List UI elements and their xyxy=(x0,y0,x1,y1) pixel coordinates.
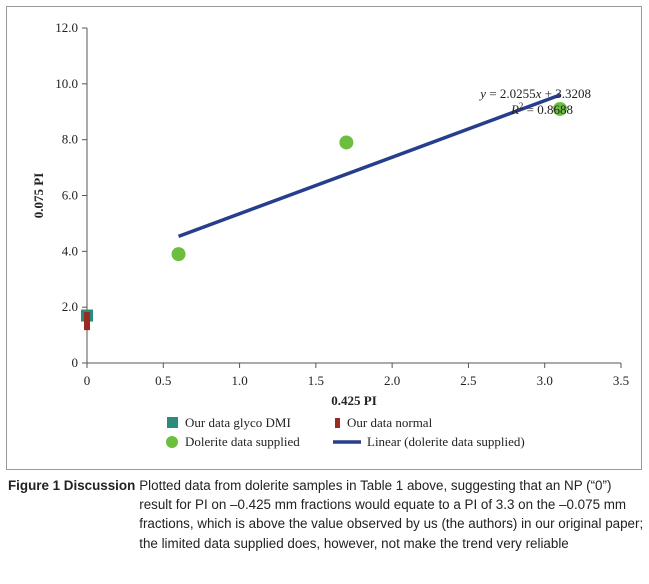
chart-axes: 0 0.5 1.0 1.5 2.0 2.5 3.0 3.5 0 2.0 4.0 6.0 8.0 10.0 1… xyxy=(31,20,629,408)
point-dolerite xyxy=(171,247,186,262)
r-squared-text: R2 = 0.8688 xyxy=(510,101,573,117)
y-tick-label: 4.0 xyxy=(62,243,78,258)
x-tick-label: 0 xyxy=(84,373,91,388)
chart-marks xyxy=(81,93,567,331)
r2-symbol: R xyxy=(510,102,519,117)
point-dolerite xyxy=(552,101,567,116)
y-tick-label: 12.0 xyxy=(55,20,78,35)
y-tick-label: 8.0 xyxy=(62,132,78,147)
x-tick-label: 2.5 xyxy=(460,373,476,388)
equation-text: y = 2.0255x + 3.3208 xyxy=(478,86,591,101)
trendline-equation: y = 2.0255x + 3.3208 R2 = 0.8688 xyxy=(478,86,591,117)
legend-swatch-normal xyxy=(335,418,340,428)
r2-value: = 0.8688 xyxy=(523,102,573,117)
y-tick-label: 10.0 xyxy=(55,76,78,91)
y-tick-label: 6.0 xyxy=(62,188,78,203)
scatter-chart: 0 0.5 1.0 1.5 2.0 2.5 3.0 3.5 0 2.0 4.0 6.0 8.0 10.0 1… xyxy=(31,20,629,449)
r2-superscript: 2 xyxy=(519,101,524,111)
legend-swatch-dolerite xyxy=(166,436,178,448)
y-tick-label: 2.0 xyxy=(62,299,78,314)
x-tick-label: 3.5 xyxy=(613,373,629,388)
x-tick-label: 2.0 xyxy=(384,373,400,388)
x-tick-label: 0.5 xyxy=(155,373,171,388)
y-axis-title: 0.075 PI xyxy=(31,173,46,219)
x-tick-label: 1.5 xyxy=(308,373,324,388)
equation-part: = 2.0255 xyxy=(486,86,536,101)
point-dolerite xyxy=(339,135,354,150)
caption-text: Plotted data from dolerite samples in Ta… xyxy=(139,478,644,551)
x-tick-label: 3.0 xyxy=(537,373,553,388)
chart-frame: 0 0.5 1.0 1.5 2.0 2.5 3.0 3.5 0 2.0 4.0 6.0 8.0 10.0 1… xyxy=(6,6,642,470)
y-tick-label: 0 xyxy=(72,355,79,370)
legend-swatch-glyco-dmi xyxy=(167,417,178,428)
equation-part: y xyxy=(478,86,486,101)
chart-legend: Our data glyco DMI Our data normal Dolerit… xyxy=(166,415,525,449)
legend-label-dolerite: Dolerite data supplied xyxy=(185,434,300,449)
legend-label-glyco-dmi: Our data glyco DMI xyxy=(185,415,291,430)
figure-caption: Figure 1 Discussion Plotted data from do… xyxy=(8,476,644,553)
x-axis-title: 0.425 PI xyxy=(331,393,377,408)
trendline xyxy=(177,93,561,239)
point-normal xyxy=(84,312,90,331)
legend-label-linear: Linear (dolerite data supplied) xyxy=(367,434,525,449)
caption-label: Figure 1 Discussion xyxy=(8,478,136,493)
legend-label-normal: Our data normal xyxy=(347,415,433,430)
equation-part: + 3.3208 xyxy=(541,86,591,101)
equation-part: x xyxy=(535,86,542,101)
x-tick-label: 1.0 xyxy=(231,373,247,388)
